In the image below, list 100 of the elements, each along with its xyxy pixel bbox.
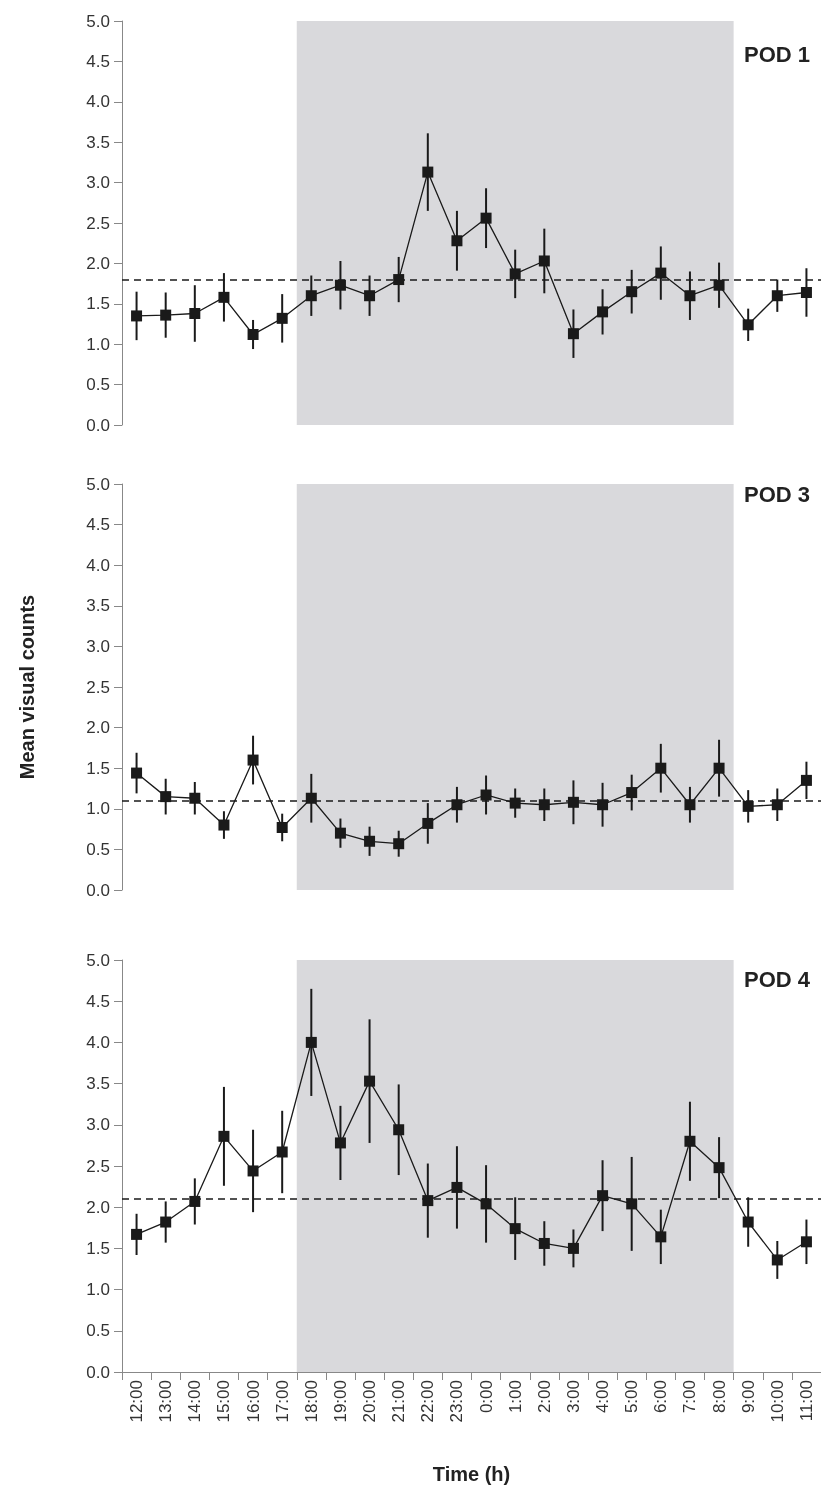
x-tick-label: 0:00 [476, 1380, 496, 1414]
y-tick-label: 0.0 [86, 1362, 110, 1382]
point [422, 166, 434, 178]
point [247, 1165, 259, 1177]
x-tick-label: 18:00 [301, 1380, 321, 1423]
point [364, 1075, 376, 1087]
point [538, 1237, 550, 1249]
point [480, 212, 492, 224]
x-tick-label: 1:00 [505, 1380, 525, 1414]
point [567, 796, 579, 808]
point [160, 309, 172, 321]
y-tick-label: 3.0 [86, 173, 110, 193]
point [364, 290, 376, 302]
chart-title: POD 4 [743, 966, 811, 992]
y-tick-label: 2.5 [86, 213, 110, 233]
y-tick-label: 0.5 [86, 375, 110, 395]
x-tick-label: 17:00 [272, 1380, 292, 1423]
point [597, 799, 609, 811]
point [334, 279, 346, 291]
y-tick-label: 2.0 [86, 253, 110, 273]
point [800, 774, 812, 786]
y-tick-label: 5.0 [86, 474, 110, 494]
point [655, 762, 667, 774]
point [713, 279, 725, 291]
y-tick-label: 3.0 [86, 1115, 110, 1135]
point [131, 767, 143, 779]
x-tick-label: 21:00 [389, 1380, 409, 1423]
y-tick-label: 2.5 [86, 1156, 110, 1176]
x-tick-label: 20:00 [360, 1380, 380, 1423]
point [189, 792, 201, 804]
point [393, 1124, 405, 1136]
point [160, 791, 172, 803]
point [538, 799, 550, 811]
y-tick-label: 3.5 [86, 596, 110, 616]
x-tick-label: 12:00 [127, 1380, 147, 1423]
point [742, 800, 754, 812]
point [451, 799, 463, 811]
point [684, 290, 696, 302]
point [218, 1130, 230, 1142]
point [247, 329, 259, 340]
point [597, 1190, 609, 1202]
point [305, 792, 317, 804]
point [626, 286, 638, 298]
point [509, 797, 521, 809]
point [451, 235, 463, 247]
x-tick-label: 22:00 [418, 1380, 438, 1423]
point [771, 799, 783, 811]
point [451, 1181, 463, 1193]
point [480, 789, 492, 801]
point [742, 319, 754, 331]
y-tick-label: 1.0 [86, 334, 110, 354]
y-tick-label: 5.0 [86, 11, 110, 31]
y-tick-label: 0.0 [86, 415, 110, 435]
x-tick-label: 11:00 [796, 1380, 816, 1422]
x-tick-label: 8:00 [709, 1380, 729, 1414]
y-tick-label: 5.0 [86, 950, 110, 970]
x-tick-label: 23:00 [447, 1380, 467, 1423]
point [509, 1223, 521, 1235]
x-tick-label: 4:00 [593, 1380, 613, 1414]
point [189, 1195, 201, 1207]
x-tick-label: 5:00 [622, 1380, 642, 1414]
point [305, 1036, 317, 1048]
y-tick-label: 4.0 [86, 92, 110, 112]
y-tick-label: 4.5 [86, 51, 110, 71]
point [218, 819, 230, 831]
x-tick-label: 9:00 [738, 1380, 758, 1414]
point [626, 787, 638, 799]
point [538, 255, 550, 267]
point [567, 328, 579, 340]
x-tick-label: 13:00 [156, 1380, 176, 1423]
y-tick-label: 0.0 [86, 880, 110, 900]
y-tick-label: 1.5 [86, 294, 110, 314]
text: POD 1 [743, 41, 811, 67]
x-tick-label: 14:00 [185, 1380, 205, 1423]
y-tick-label: 1.0 [86, 799, 110, 819]
y-tick-label: 0.5 [86, 839, 110, 859]
point [800, 286, 812, 298]
y-tick-label: 3.0 [86, 636, 110, 656]
y-tick-label: 2.0 [86, 1197, 110, 1217]
point [742, 1216, 754, 1228]
y-tick-label: 1.0 [86, 1280, 110, 1300]
point [480, 1198, 492, 1210]
point [276, 821, 288, 833]
x-tick-label: 19:00 [330, 1380, 350, 1423]
y-tick-label: 2.5 [86, 677, 110, 697]
point [364, 835, 376, 847]
point [393, 838, 405, 850]
y-axis-title: Mean visual counts [16, 594, 38, 780]
point [189, 308, 201, 319]
point [771, 290, 783, 302]
point [393, 274, 405, 286]
point [771, 1254, 783, 1266]
x-tick-label: 15:00 [214, 1380, 234, 1423]
x-tick-label: 7:00 [680, 1380, 700, 1414]
point [218, 291, 230, 303]
point [684, 1135, 696, 1147]
point [684, 799, 696, 811]
point [131, 310, 143, 322]
y-tick-label: 4.5 [86, 515, 110, 535]
y-tick-label: 0.5 [86, 1321, 110, 1341]
